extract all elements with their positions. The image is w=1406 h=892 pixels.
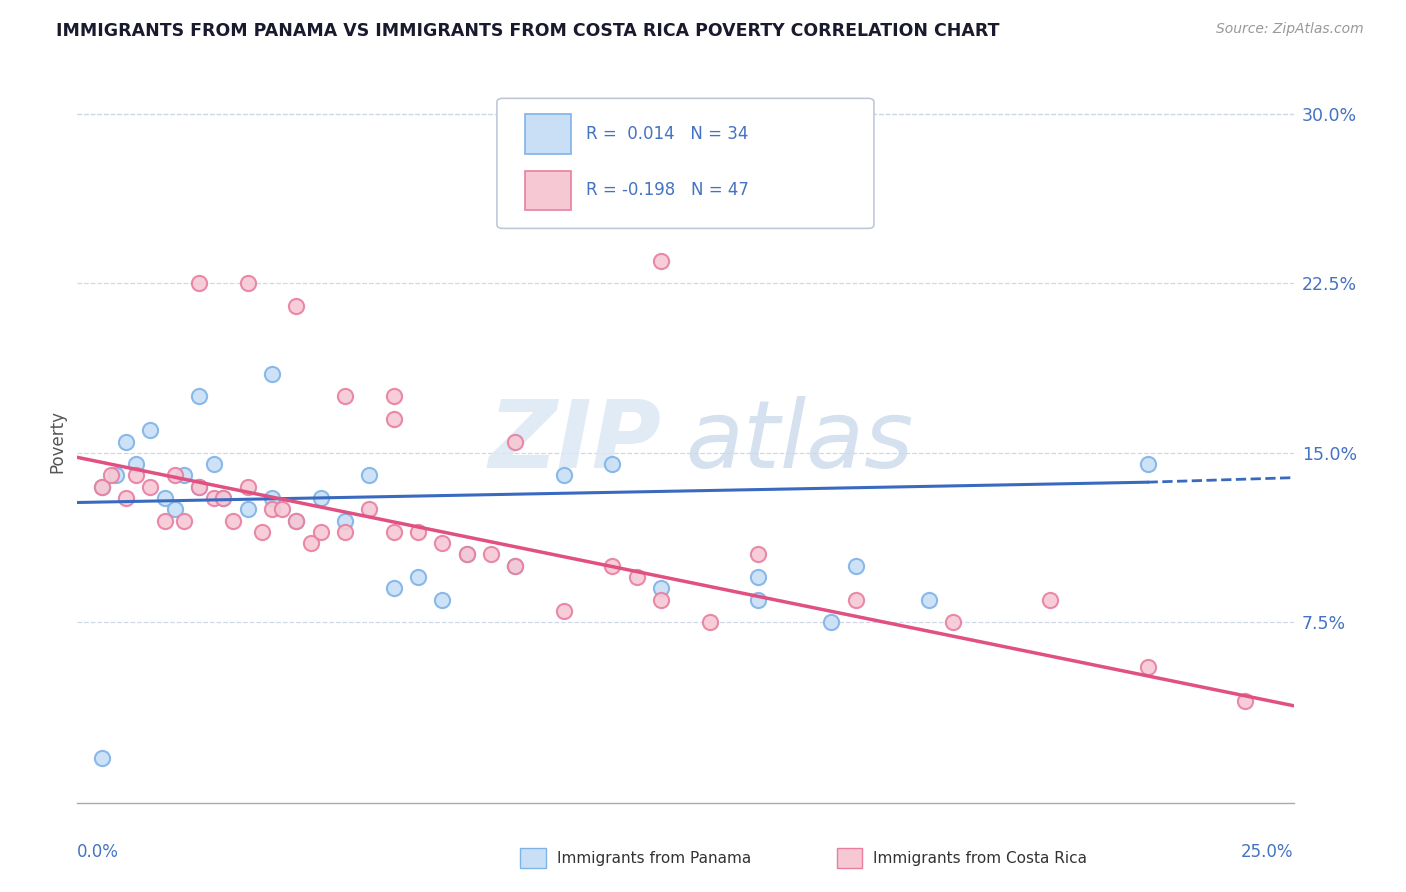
Point bbox=[250, 524, 273, 539]
Text: ZIP: ZIP bbox=[488, 395, 661, 488]
Point bbox=[299, 536, 322, 550]
Point bbox=[503, 558, 526, 573]
Text: 0.0%: 0.0% bbox=[77, 844, 120, 862]
Point bbox=[456, 548, 478, 562]
Point bbox=[747, 570, 769, 584]
Point bbox=[406, 524, 429, 539]
Point bbox=[553, 604, 575, 618]
Point bbox=[125, 457, 148, 471]
Point bbox=[359, 468, 381, 483]
Point bbox=[236, 502, 259, 516]
Point bbox=[236, 480, 259, 494]
Text: 25.0%: 25.0% bbox=[1241, 844, 1294, 862]
Point bbox=[90, 480, 112, 494]
Point bbox=[100, 468, 122, 483]
Point bbox=[139, 480, 162, 494]
Point bbox=[747, 548, 769, 562]
Point bbox=[382, 412, 405, 426]
Text: R = -0.198   N = 47: R = -0.198 N = 47 bbox=[586, 181, 748, 200]
Point bbox=[382, 389, 405, 403]
Point bbox=[820, 615, 842, 630]
Point bbox=[747, 592, 769, 607]
Point bbox=[430, 592, 453, 607]
Point bbox=[845, 558, 868, 573]
Point bbox=[270, 502, 292, 516]
Point bbox=[115, 491, 138, 505]
Point bbox=[105, 468, 128, 483]
Point bbox=[359, 502, 381, 516]
Point bbox=[285, 299, 308, 313]
Point bbox=[456, 548, 478, 562]
Point bbox=[845, 592, 868, 607]
Text: Immigrants from Panama: Immigrants from Panama bbox=[557, 851, 751, 865]
Point bbox=[918, 592, 941, 607]
Point bbox=[188, 277, 211, 291]
Point bbox=[188, 389, 211, 403]
Point bbox=[202, 491, 225, 505]
Point bbox=[139, 423, 162, 437]
Point bbox=[1233, 694, 1256, 708]
Text: IMMIGRANTS FROM PANAMA VS IMMIGRANTS FROM COSTA RICA POVERTY CORRELATION CHART: IMMIGRANTS FROM PANAMA VS IMMIGRANTS FRO… bbox=[56, 22, 1000, 40]
Point bbox=[125, 468, 148, 483]
Point bbox=[650, 592, 672, 607]
Point bbox=[90, 480, 112, 494]
Point bbox=[406, 570, 429, 584]
Point bbox=[430, 536, 453, 550]
Y-axis label: Poverty: Poverty bbox=[48, 410, 66, 473]
Point bbox=[260, 491, 283, 505]
Point bbox=[1039, 592, 1062, 607]
Bar bbox=[837, 848, 862, 868]
Point bbox=[626, 570, 648, 584]
Point bbox=[163, 502, 186, 516]
Point bbox=[382, 524, 405, 539]
Point bbox=[1136, 457, 1159, 471]
Point bbox=[333, 389, 356, 403]
Point bbox=[382, 582, 405, 596]
Point bbox=[212, 491, 235, 505]
Point bbox=[212, 491, 235, 505]
Point bbox=[260, 367, 283, 381]
Text: atlas: atlas bbox=[686, 396, 914, 487]
Point bbox=[1136, 660, 1159, 674]
Point bbox=[503, 434, 526, 449]
Point bbox=[188, 480, 211, 494]
Bar bbox=[520, 848, 546, 868]
Point bbox=[650, 253, 672, 268]
Point bbox=[479, 548, 502, 562]
Point bbox=[188, 480, 211, 494]
Point bbox=[503, 558, 526, 573]
Text: Immigrants from Costa Rica: Immigrants from Costa Rica bbox=[873, 851, 1087, 865]
Point bbox=[90, 750, 112, 764]
Point bbox=[153, 491, 176, 505]
FancyBboxPatch shape bbox=[496, 98, 875, 228]
Point bbox=[222, 514, 245, 528]
Text: Source: ZipAtlas.com: Source: ZipAtlas.com bbox=[1216, 22, 1364, 37]
Point bbox=[602, 457, 624, 471]
Point bbox=[699, 615, 721, 630]
FancyBboxPatch shape bbox=[524, 170, 571, 211]
Point bbox=[285, 514, 308, 528]
FancyBboxPatch shape bbox=[524, 114, 571, 154]
Point bbox=[163, 468, 186, 483]
Point bbox=[553, 468, 575, 483]
Point bbox=[333, 514, 356, 528]
Point bbox=[942, 615, 965, 630]
Point bbox=[173, 468, 195, 483]
Text: R =  0.014   N = 34: R = 0.014 N = 34 bbox=[586, 125, 748, 143]
Point bbox=[285, 514, 308, 528]
Point bbox=[333, 524, 356, 539]
Point bbox=[602, 186, 624, 201]
Point bbox=[602, 558, 624, 573]
Point bbox=[236, 277, 259, 291]
Point bbox=[115, 434, 138, 449]
Point bbox=[202, 457, 225, 471]
Point bbox=[173, 514, 195, 528]
Point bbox=[309, 524, 332, 539]
Point bbox=[260, 502, 283, 516]
Point bbox=[309, 491, 332, 505]
Point bbox=[650, 582, 672, 596]
Point bbox=[153, 514, 176, 528]
